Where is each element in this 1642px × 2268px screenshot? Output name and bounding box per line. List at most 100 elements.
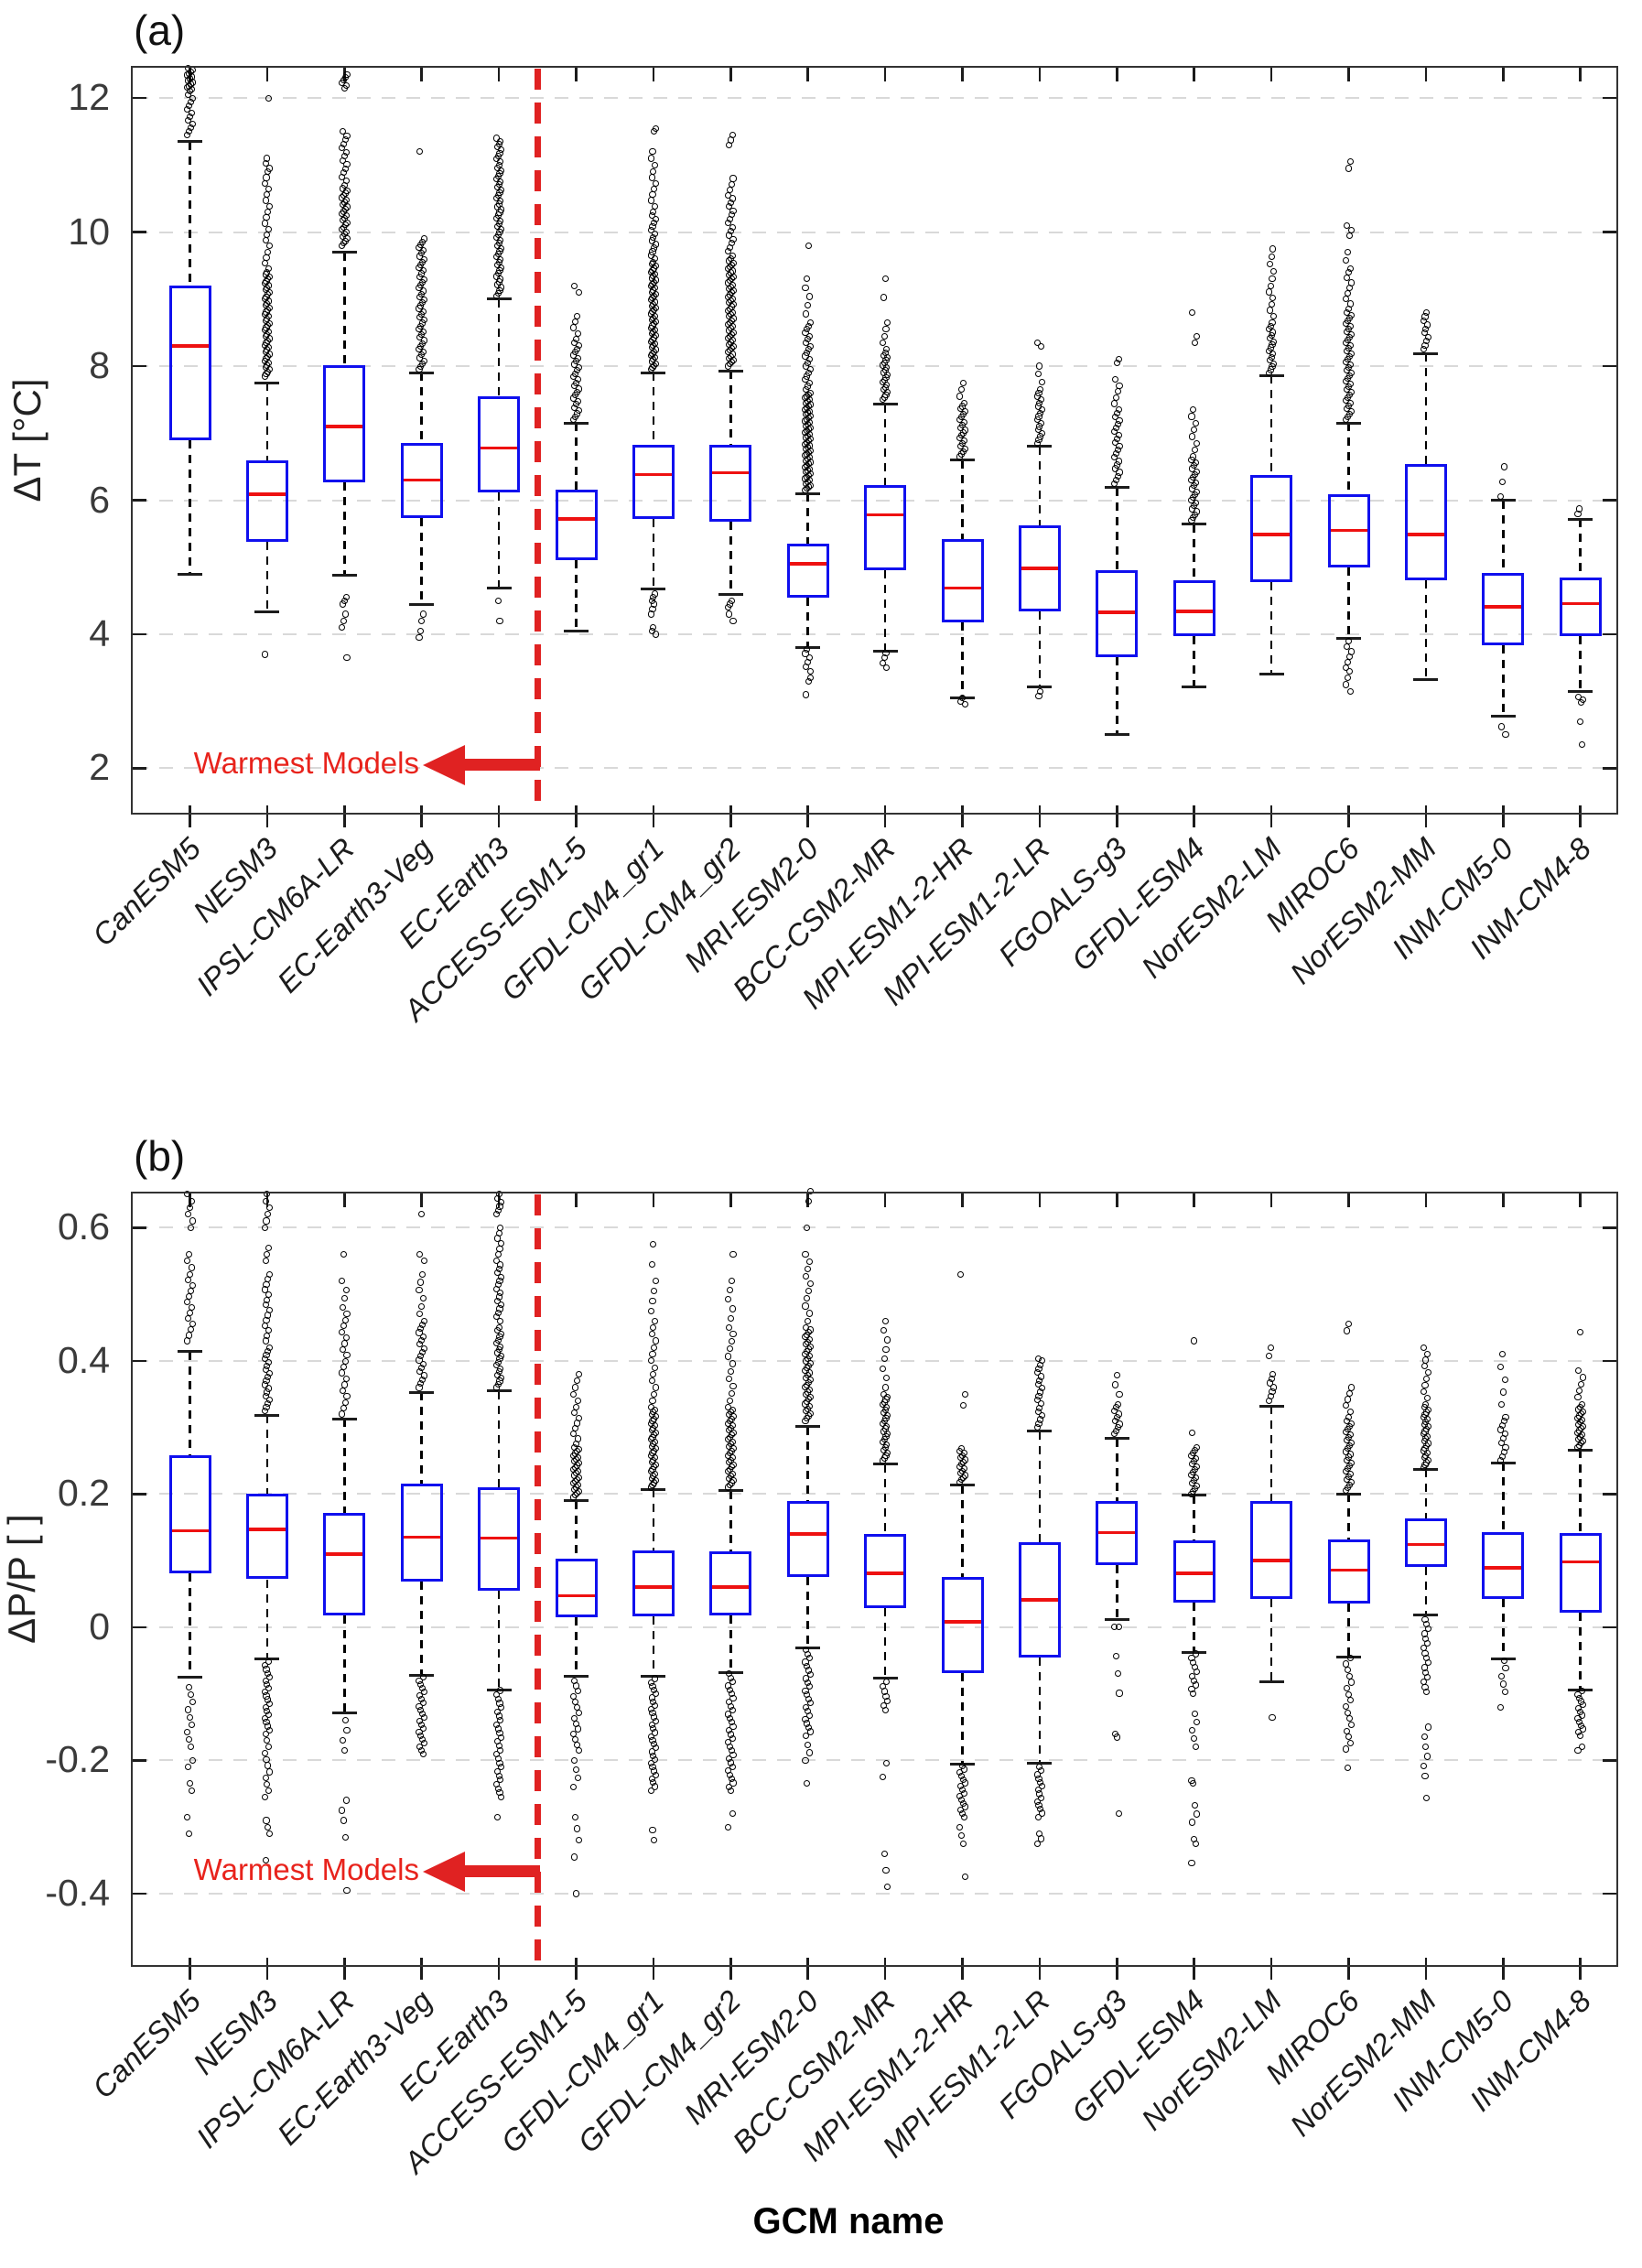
outlier-dot	[651, 1344, 658, 1351]
outlier-dot	[1115, 432, 1122, 439]
outlier-dot	[647, 1787, 654, 1794]
outlier-dot	[880, 332, 888, 340]
outlier-dot	[728, 1338, 735, 1345]
outlier-dot	[1269, 1370, 1277, 1377]
outlier-dot	[805, 242, 813, 249]
outlier-dot	[727, 1367, 734, 1375]
whisker-lower	[961, 621, 964, 698]
whisker-cap-upper	[1336, 1492, 1361, 1496]
boxplot-box-EC-Earth3	[478, 396, 521, 493]
outlier-dot	[575, 385, 582, 393]
y-tick-mark-left	[133, 1892, 146, 1895]
outlier-dot	[266, 1700, 274, 1707]
x-tick-mark-top	[1347, 68, 1350, 81]
outlier-dot	[187, 1224, 194, 1231]
boxplot-box-INM-CM5-0	[1482, 572, 1525, 646]
outlier-dot	[573, 1377, 580, 1385]
boxplot-box-BCC-CSM2-MR	[864, 485, 907, 571]
whisker-lower	[652, 519, 655, 589]
outlier-dot	[651, 1837, 658, 1844]
outlier-dot	[804, 1295, 811, 1302]
x-tick-mark-top	[1579, 1193, 1582, 1207]
outlier-dot	[498, 1793, 505, 1801]
outlier-dot	[961, 701, 968, 708]
outlier-dot	[1038, 419, 1045, 427]
outlier-dot	[805, 1265, 812, 1273]
outlier-dot	[806, 1700, 814, 1707]
outlier-dot	[729, 1382, 737, 1389]
boxplot-box-MRI-ESM2-0	[786, 544, 829, 598]
whisker-lower	[1502, 645, 1505, 717]
outlier-dot	[805, 654, 814, 662]
whisker-upper	[1193, 1495, 1195, 1540]
outlier-dot	[961, 1874, 968, 1881]
outlier-dot	[803, 691, 810, 698]
whisker-upper	[575, 1500, 578, 1559]
outlier-dot	[1189, 1429, 1196, 1436]
outlier-dot	[806, 342, 814, 350]
x-tick-mark-bottom	[420, 805, 423, 827]
outlier-dot	[880, 294, 887, 301]
outlier-dot	[1188, 413, 1195, 420]
outlier-dot	[574, 1775, 581, 1782]
outlier-dot	[961, 1779, 968, 1787]
outlier-dot	[262, 1730, 269, 1737]
whisker-upper	[1193, 524, 1195, 581]
boxplot-box-BCC-CSM2-MR	[864, 1534, 907, 1608]
median-line	[867, 513, 904, 517]
median-line	[1175, 610, 1213, 613]
whisker-cap-lower	[331, 574, 357, 578]
outlier-dot	[1192, 1744, 1200, 1751]
y-gridline	[135, 633, 1615, 635]
whisker-cap-lower	[1259, 672, 1284, 675]
boxplot-box-MIROC6	[1327, 1539, 1370, 1604]
boxplot-box-EC-Earth3-Veg	[400, 443, 443, 519]
x-tick-mark-top	[729, 1193, 732, 1207]
outlier-dot	[493, 1813, 501, 1820]
median-line	[1021, 567, 1058, 570]
outlier-dot	[341, 1316, 349, 1323]
whisker-cap-upper	[254, 381, 280, 384]
whisker-cap-lower	[409, 602, 435, 606]
whisker-cap-lower	[1027, 1761, 1053, 1765]
whisker-lower	[806, 597, 809, 648]
median-line	[1330, 1568, 1367, 1572]
y-tick-mark-left	[133, 1493, 146, 1496]
whisker-upper	[1347, 423, 1350, 494]
whisker-upper	[1347, 1494, 1350, 1539]
median-line	[1253, 1559, 1291, 1562]
whisker-cap-upper	[1027, 445, 1053, 448]
outlier-dot	[806, 675, 814, 682]
outlier-dot	[652, 255, 659, 263]
outlier-dot	[574, 1725, 581, 1733]
whisker-upper	[652, 1489, 655, 1551]
boxplot-box-CanESM5	[168, 286, 211, 440]
outlier-dot	[1034, 371, 1042, 378]
whisker-cap-lower	[1490, 714, 1516, 718]
outlier-dot	[420, 296, 427, 304]
outlier-dot	[653, 241, 660, 248]
whisker-lower	[497, 492, 501, 589]
outlier-dot	[341, 1717, 349, 1724]
outlier-dot	[1112, 394, 1119, 402]
outlier-dot	[492, 135, 500, 142]
warmest-models-label: Warmest Models	[193, 1852, 419, 1886]
outlier-dot	[263, 1755, 270, 1763]
whisker-cap-upper	[409, 371, 435, 374]
median-line	[171, 344, 209, 348]
y-tick-label: 2	[89, 746, 110, 789]
x-tick-mark-bottom	[729, 805, 732, 827]
outlier-dot	[265, 248, 272, 255]
outlier-dot	[1345, 667, 1353, 675]
outlier-dot	[570, 1783, 578, 1791]
outlier-dot	[1191, 427, 1198, 434]
outlier-dot	[418, 1211, 426, 1218]
x-tick-mark-top	[1038, 1193, 1042, 1207]
boxplot-box-MPI-ESM1-2-LR	[1018, 1541, 1061, 1658]
x-tick-mark-bottom	[1038, 805, 1042, 827]
outlier-dot	[184, 1813, 191, 1820]
median-line	[403, 478, 440, 482]
outlier-dot	[726, 1287, 733, 1294]
y-tick-mark-right	[1603, 632, 1616, 636]
whisker-lower	[1269, 581, 1273, 675]
